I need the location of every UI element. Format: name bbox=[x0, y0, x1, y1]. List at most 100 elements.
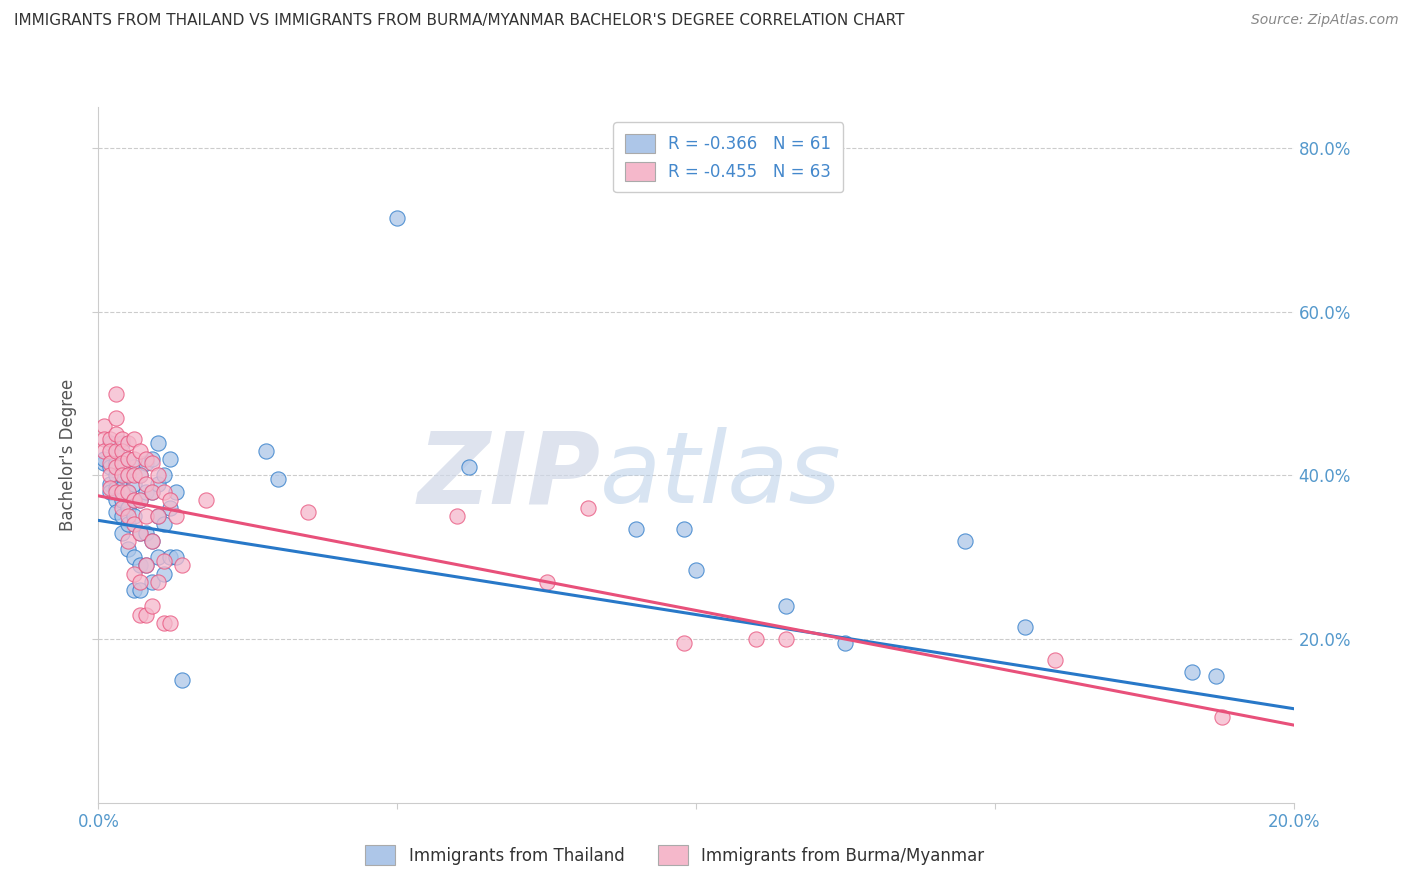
Point bbox=[129, 443, 152, 458]
Point bbox=[111, 525, 134, 540]
Point bbox=[100, 468, 122, 483]
Point bbox=[153, 615, 176, 630]
Point bbox=[111, 432, 134, 446]
Point bbox=[159, 550, 181, 565]
Point bbox=[135, 558, 157, 573]
Point bbox=[117, 542, 139, 557]
Point bbox=[105, 443, 128, 458]
Point bbox=[105, 427, 128, 442]
Point bbox=[159, 492, 181, 507]
Point bbox=[124, 492, 146, 507]
Point bbox=[165, 550, 187, 565]
Point bbox=[148, 476, 170, 491]
Point bbox=[148, 550, 170, 565]
Point bbox=[117, 435, 139, 450]
Point bbox=[135, 607, 157, 622]
Point bbox=[124, 432, 146, 446]
Point bbox=[165, 484, 187, 499]
Point bbox=[129, 492, 152, 507]
Point bbox=[124, 452, 146, 467]
Point bbox=[141, 452, 163, 467]
Point bbox=[172, 673, 194, 687]
Point bbox=[105, 456, 128, 470]
Point bbox=[141, 456, 163, 470]
Point bbox=[105, 481, 128, 495]
Point bbox=[100, 432, 122, 446]
Point bbox=[153, 566, 176, 581]
Point bbox=[93, 419, 115, 434]
Point bbox=[124, 566, 146, 581]
Point bbox=[111, 492, 134, 507]
Point bbox=[385, 211, 409, 225]
Point bbox=[135, 558, 157, 573]
Point bbox=[105, 484, 128, 499]
Text: ZIP: ZIP bbox=[418, 427, 600, 524]
Point bbox=[153, 484, 176, 499]
Point bbox=[100, 476, 122, 491]
Point bbox=[111, 509, 134, 524]
Point bbox=[626, 522, 648, 536]
Point bbox=[135, 509, 157, 524]
Point bbox=[105, 492, 128, 507]
Point bbox=[117, 517, 139, 532]
Point bbox=[135, 476, 157, 491]
Point bbox=[159, 452, 181, 467]
Text: Source: ZipAtlas.com: Source: ZipAtlas.com bbox=[1251, 13, 1399, 28]
Point bbox=[111, 501, 134, 516]
Point bbox=[111, 443, 134, 458]
Point bbox=[105, 505, 128, 519]
Point bbox=[673, 522, 696, 536]
Point bbox=[159, 501, 181, 516]
Point bbox=[124, 468, 146, 483]
Point bbox=[129, 574, 152, 589]
Point bbox=[148, 468, 170, 483]
Point bbox=[93, 456, 115, 470]
Point bbox=[135, 452, 157, 467]
Point bbox=[446, 509, 468, 524]
Point bbox=[93, 443, 115, 458]
Legend: Immigrants from Thailand, Immigrants from Burma/Myanmar: Immigrants from Thailand, Immigrants fro… bbox=[356, 836, 994, 875]
Point bbox=[834, 636, 856, 650]
Point bbox=[745, 632, 768, 646]
Point bbox=[105, 468, 128, 483]
Point bbox=[135, 525, 157, 540]
Point bbox=[117, 484, 139, 499]
Point bbox=[100, 456, 122, 470]
Point bbox=[129, 525, 152, 540]
Point bbox=[141, 574, 163, 589]
Point bbox=[536, 574, 558, 589]
Point bbox=[129, 558, 152, 573]
Point bbox=[685, 562, 707, 576]
Point bbox=[148, 435, 170, 450]
Point bbox=[105, 411, 128, 425]
Point bbox=[458, 460, 481, 475]
Point bbox=[124, 517, 146, 532]
Point bbox=[100, 481, 122, 495]
Point bbox=[100, 435, 122, 450]
Point bbox=[267, 473, 290, 487]
Point bbox=[141, 533, 163, 548]
Y-axis label: Bachelor's Degree: Bachelor's Degree bbox=[59, 379, 77, 531]
Point bbox=[165, 509, 187, 524]
Point bbox=[148, 509, 170, 524]
Point bbox=[141, 484, 163, 499]
Point bbox=[148, 574, 170, 589]
Point bbox=[111, 456, 134, 470]
Point bbox=[1014, 620, 1036, 634]
Point bbox=[141, 599, 163, 614]
Point bbox=[578, 501, 600, 516]
Point bbox=[1181, 665, 1204, 679]
Point bbox=[111, 481, 134, 495]
Point bbox=[105, 386, 128, 401]
Text: atlas: atlas bbox=[600, 427, 842, 524]
Point bbox=[111, 456, 134, 470]
Point bbox=[129, 468, 152, 483]
Point bbox=[117, 452, 139, 467]
Point bbox=[111, 468, 134, 483]
Point bbox=[117, 452, 139, 467]
Point bbox=[141, 484, 163, 499]
Point bbox=[117, 501, 139, 516]
Point bbox=[117, 484, 139, 499]
Point bbox=[297, 505, 319, 519]
Point bbox=[129, 582, 152, 597]
